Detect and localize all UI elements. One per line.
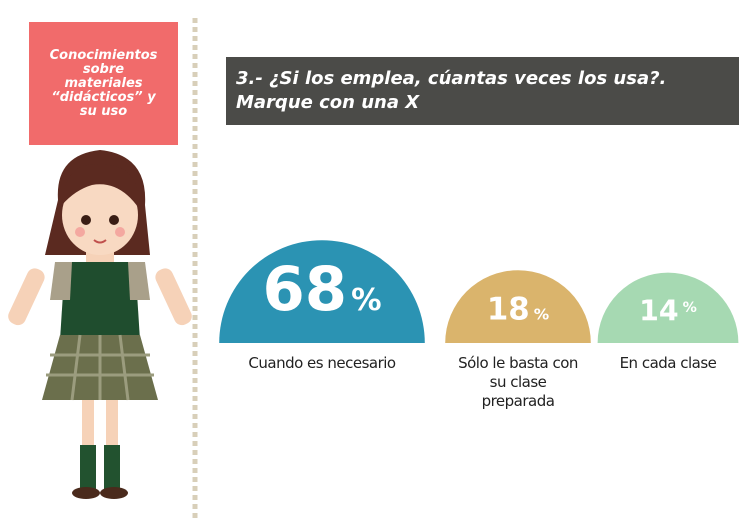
side-label: Conocimientos sobre materiales “didáctic… <box>29 22 178 145</box>
value-number: 14 <box>639 294 679 327</box>
value-number: 18 <box>487 292 530 328</box>
category-label: Sólo le basta con su clase preparada <box>453 354 583 411</box>
chart-title: 3.- ¿Si los emplea, cúantas veces los us… <box>226 57 739 125</box>
infographic: 68%18%14% Conocimientos sobre materiales… <box>0 0 739 521</box>
value-number: 68 <box>262 255 347 325</box>
value-unit: % <box>534 306 549 324</box>
category-label: Cuando es necesario <box>237 354 407 373</box>
category-label: En cada clase <box>603 354 733 373</box>
girl-illustration <box>6 150 195 499</box>
value-unit: % <box>351 283 381 318</box>
value-unit: % <box>683 300 697 316</box>
